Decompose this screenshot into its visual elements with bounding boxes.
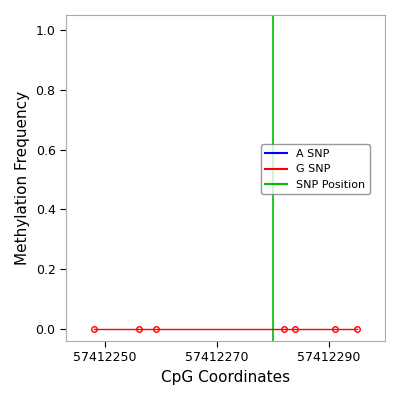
X-axis label: CpG Coordinates: CpG Coordinates [161,370,290,385]
Legend: A SNP, G SNP, SNP Position: A SNP, G SNP, SNP Position [261,144,370,194]
Y-axis label: Methylation Frequency: Methylation Frequency [15,91,30,265]
